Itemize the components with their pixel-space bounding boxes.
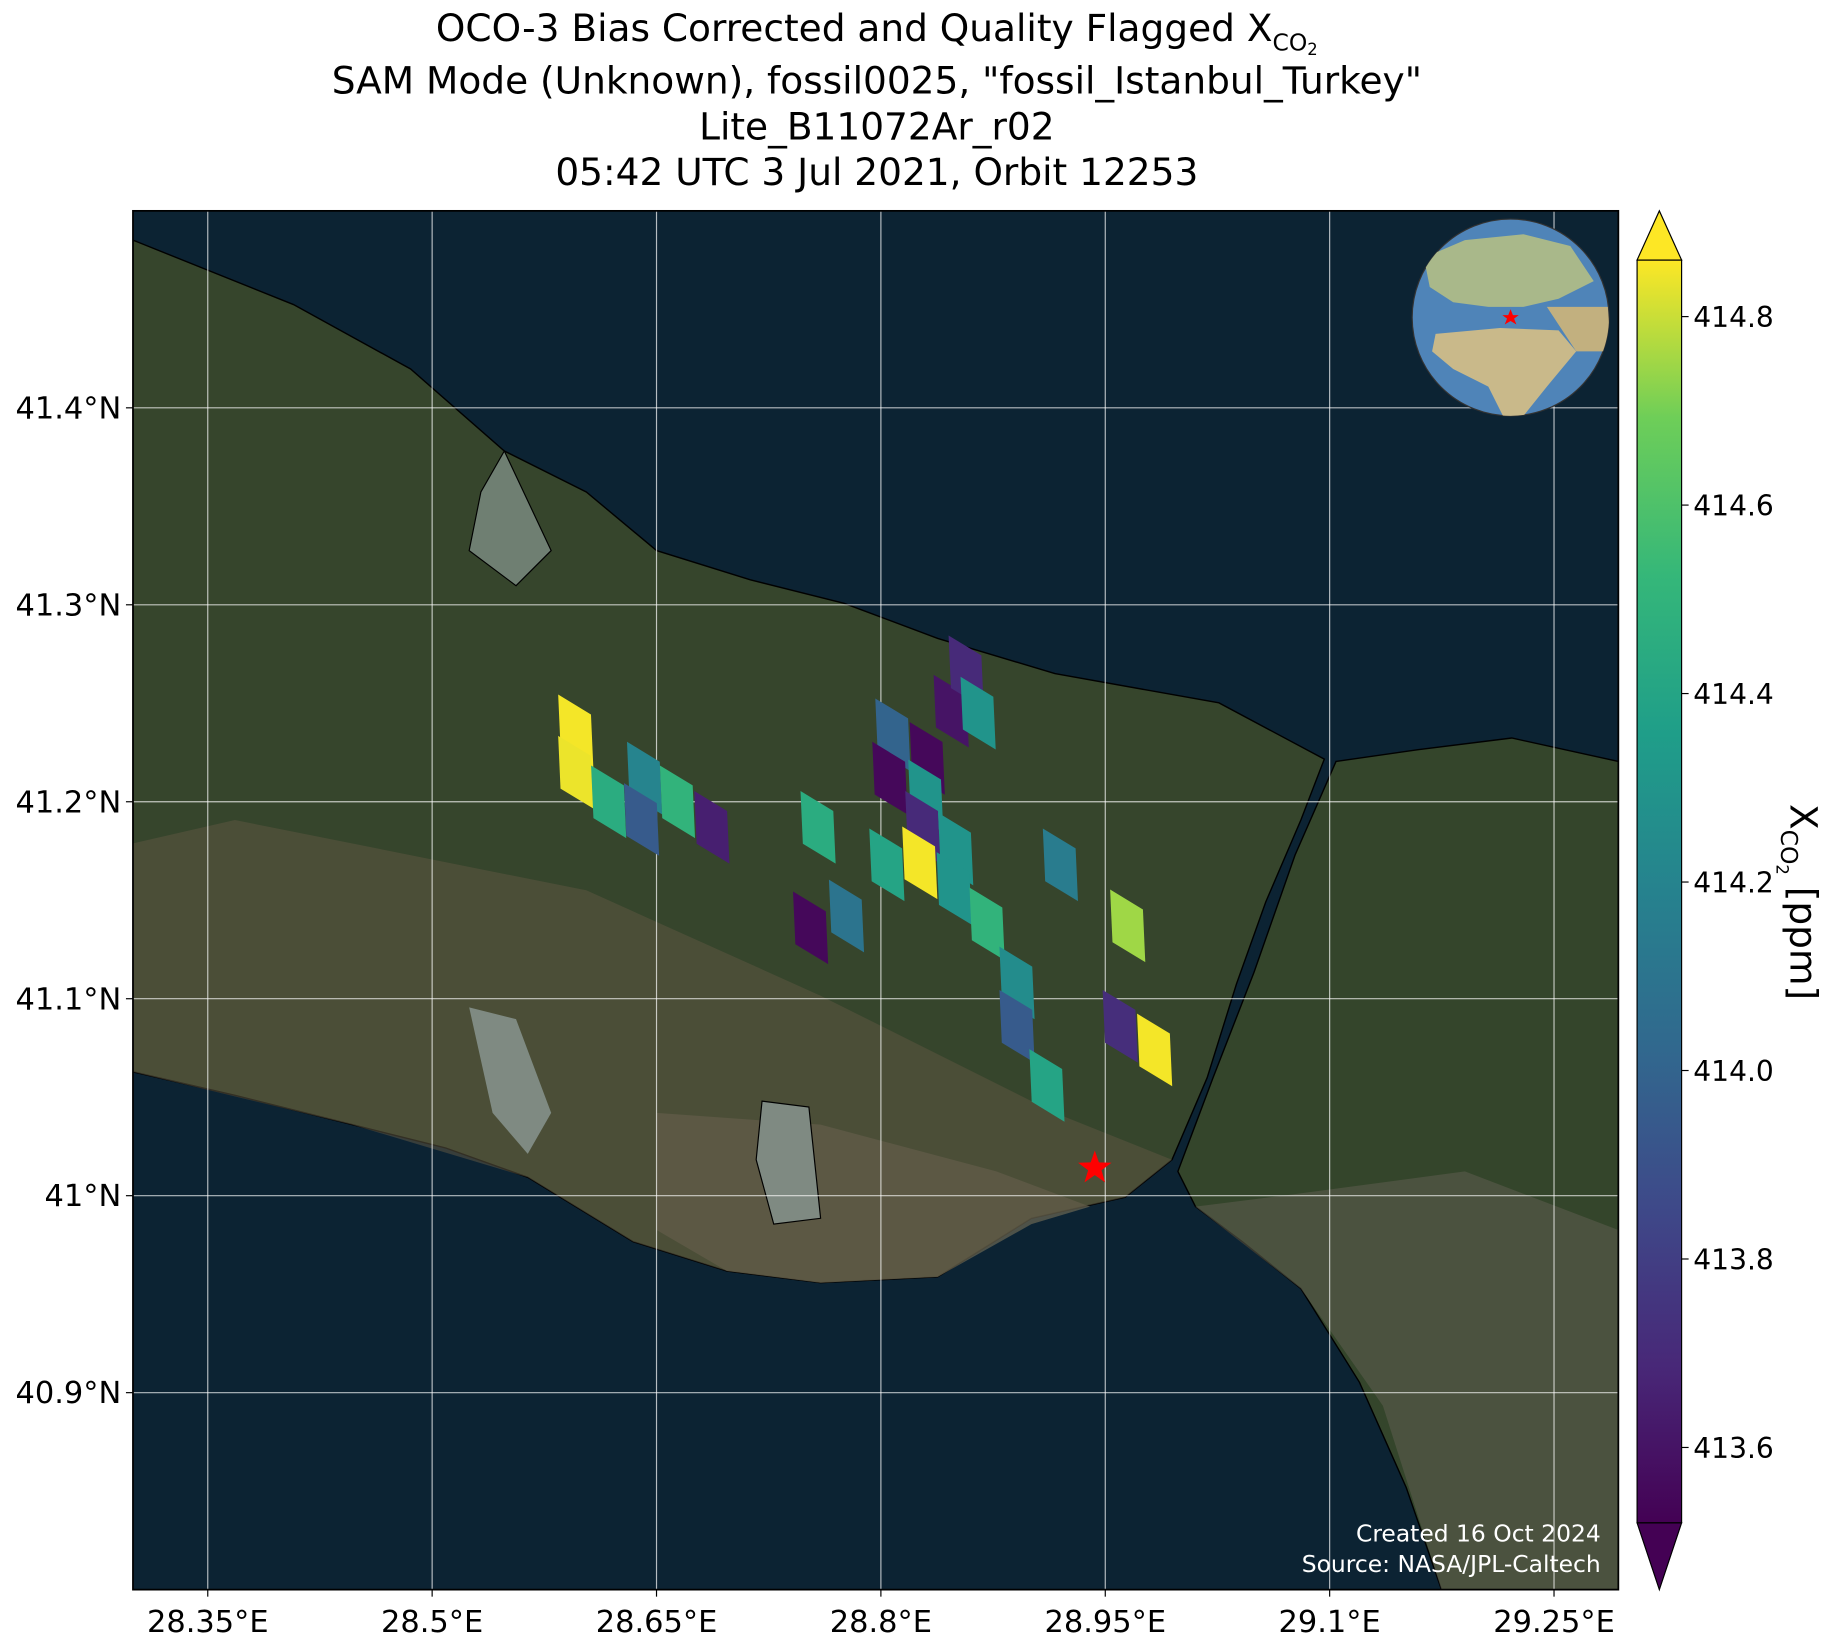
colorbar-gradient xyxy=(1637,260,1682,1523)
sounding xyxy=(1102,989,1138,1063)
colorbar-extend xyxy=(1636,1522,1683,1592)
sounding xyxy=(828,879,865,953)
x-tick-label: 28.95°E xyxy=(1044,1605,1166,1640)
y-tick-label: 41.2°N xyxy=(15,785,121,820)
y-tick-label: 40.9°N xyxy=(15,1376,121,1411)
sounding xyxy=(623,783,660,856)
title-subscript: 2 xyxy=(1307,40,1317,59)
chart-subtitle: Lite_B11072Ar_r02 xyxy=(699,104,1055,148)
sounding xyxy=(936,852,972,925)
colorbar-tick-label: 414.4 xyxy=(1693,678,1773,711)
x-tick-label: 28.5°E xyxy=(381,1605,483,1640)
sounding xyxy=(960,676,996,750)
target-marker xyxy=(1078,1150,1112,1183)
colorbar-tick-label: 414.8 xyxy=(1693,301,1773,334)
sounding xyxy=(694,791,730,864)
colorbar-label-text: [ppm] xyxy=(1782,875,1826,1000)
sounding xyxy=(793,891,829,965)
sounding xyxy=(1110,889,1146,963)
sounding xyxy=(800,791,836,864)
title-text: OCO-3 Bias Corrected and Quality Flagged… xyxy=(436,6,1273,50)
sounding xyxy=(999,989,1035,1063)
sounding xyxy=(558,735,594,809)
x-tick-label: 28.65°E xyxy=(596,1605,718,1640)
annotation: Created 16 Oct 2024 xyxy=(1356,1520,1601,1548)
lake xyxy=(469,1007,552,1154)
sounding xyxy=(969,887,1005,961)
globe-land xyxy=(1546,306,1609,352)
y-tick-label: 41.1°N xyxy=(15,982,121,1017)
lake xyxy=(468,449,552,587)
globe-land xyxy=(1432,328,1577,416)
sounding xyxy=(591,765,627,839)
sounding xyxy=(1029,1049,1065,1122)
lake xyxy=(755,1100,822,1225)
annotation: Source: NASA/JPL-Caltech xyxy=(1302,1550,1601,1578)
urban-area xyxy=(1195,1171,1619,1590)
sounding xyxy=(659,765,696,839)
y-tick-label: 41.3°N xyxy=(15,588,121,623)
colorbar-extend xyxy=(1636,209,1683,261)
colorbar-label-subscript: 2 xyxy=(1772,864,1791,874)
colorbar-label: XCO2 [ppm] xyxy=(1772,804,1825,1000)
sounding xyxy=(1042,828,1078,902)
colorbar-tick-label: 414.0 xyxy=(1693,1055,1773,1088)
x-tick-label: 28.8°E xyxy=(830,1605,932,1640)
sounding xyxy=(869,828,905,902)
x-tick-label: 29.1°E xyxy=(1279,1605,1381,1640)
sounding xyxy=(1137,1013,1173,1087)
sounding xyxy=(872,741,908,815)
urban-area xyxy=(132,820,1173,1283)
chart-subtitle: SAM Mode (Unknown), fossil0025, "fossil_… xyxy=(332,59,1422,103)
colorbar-tick-label: 413.6 xyxy=(1693,1432,1773,1465)
title-subscript: CO xyxy=(1273,28,1308,56)
colorbar: 413.6 413.8 414.0 414.2 414.4 414.6 414.8 xyxy=(1636,209,1774,1592)
colorbar-label-subscript: CO xyxy=(1775,830,1803,865)
chart-title: OCO-3 Bias Corrected and Quality Flagged… xyxy=(436,6,1318,59)
basemap xyxy=(132,210,1619,1590)
x-tick-label: 29.25°E xyxy=(1493,1605,1615,1640)
sounding xyxy=(902,826,938,900)
x-tick-label: 28.35°E xyxy=(147,1605,269,1640)
globe-marker xyxy=(1502,309,1519,325)
colorbar-tick-label: 414.2 xyxy=(1693,867,1773,900)
plot-frame xyxy=(132,209,1620,1591)
grid xyxy=(132,210,1619,1590)
y-tick-label: 41.4°N xyxy=(15,391,121,426)
colorbar-tick-label: 414.6 xyxy=(1693,490,1773,523)
y-tick-label: 41°N xyxy=(45,1179,122,1214)
globe-land xyxy=(1423,234,1594,307)
soundings xyxy=(558,635,1173,1183)
inset-globe xyxy=(1411,218,1610,417)
colorbar-frame xyxy=(1636,259,1683,1524)
colorbar-label-text: X xyxy=(1782,804,1826,830)
colorbar-tick-label: 413.8 xyxy=(1693,1244,1773,1277)
chart-subtitle: 05:42 UTC 3 Jul 2021, Orbit 12253 xyxy=(555,150,1198,194)
